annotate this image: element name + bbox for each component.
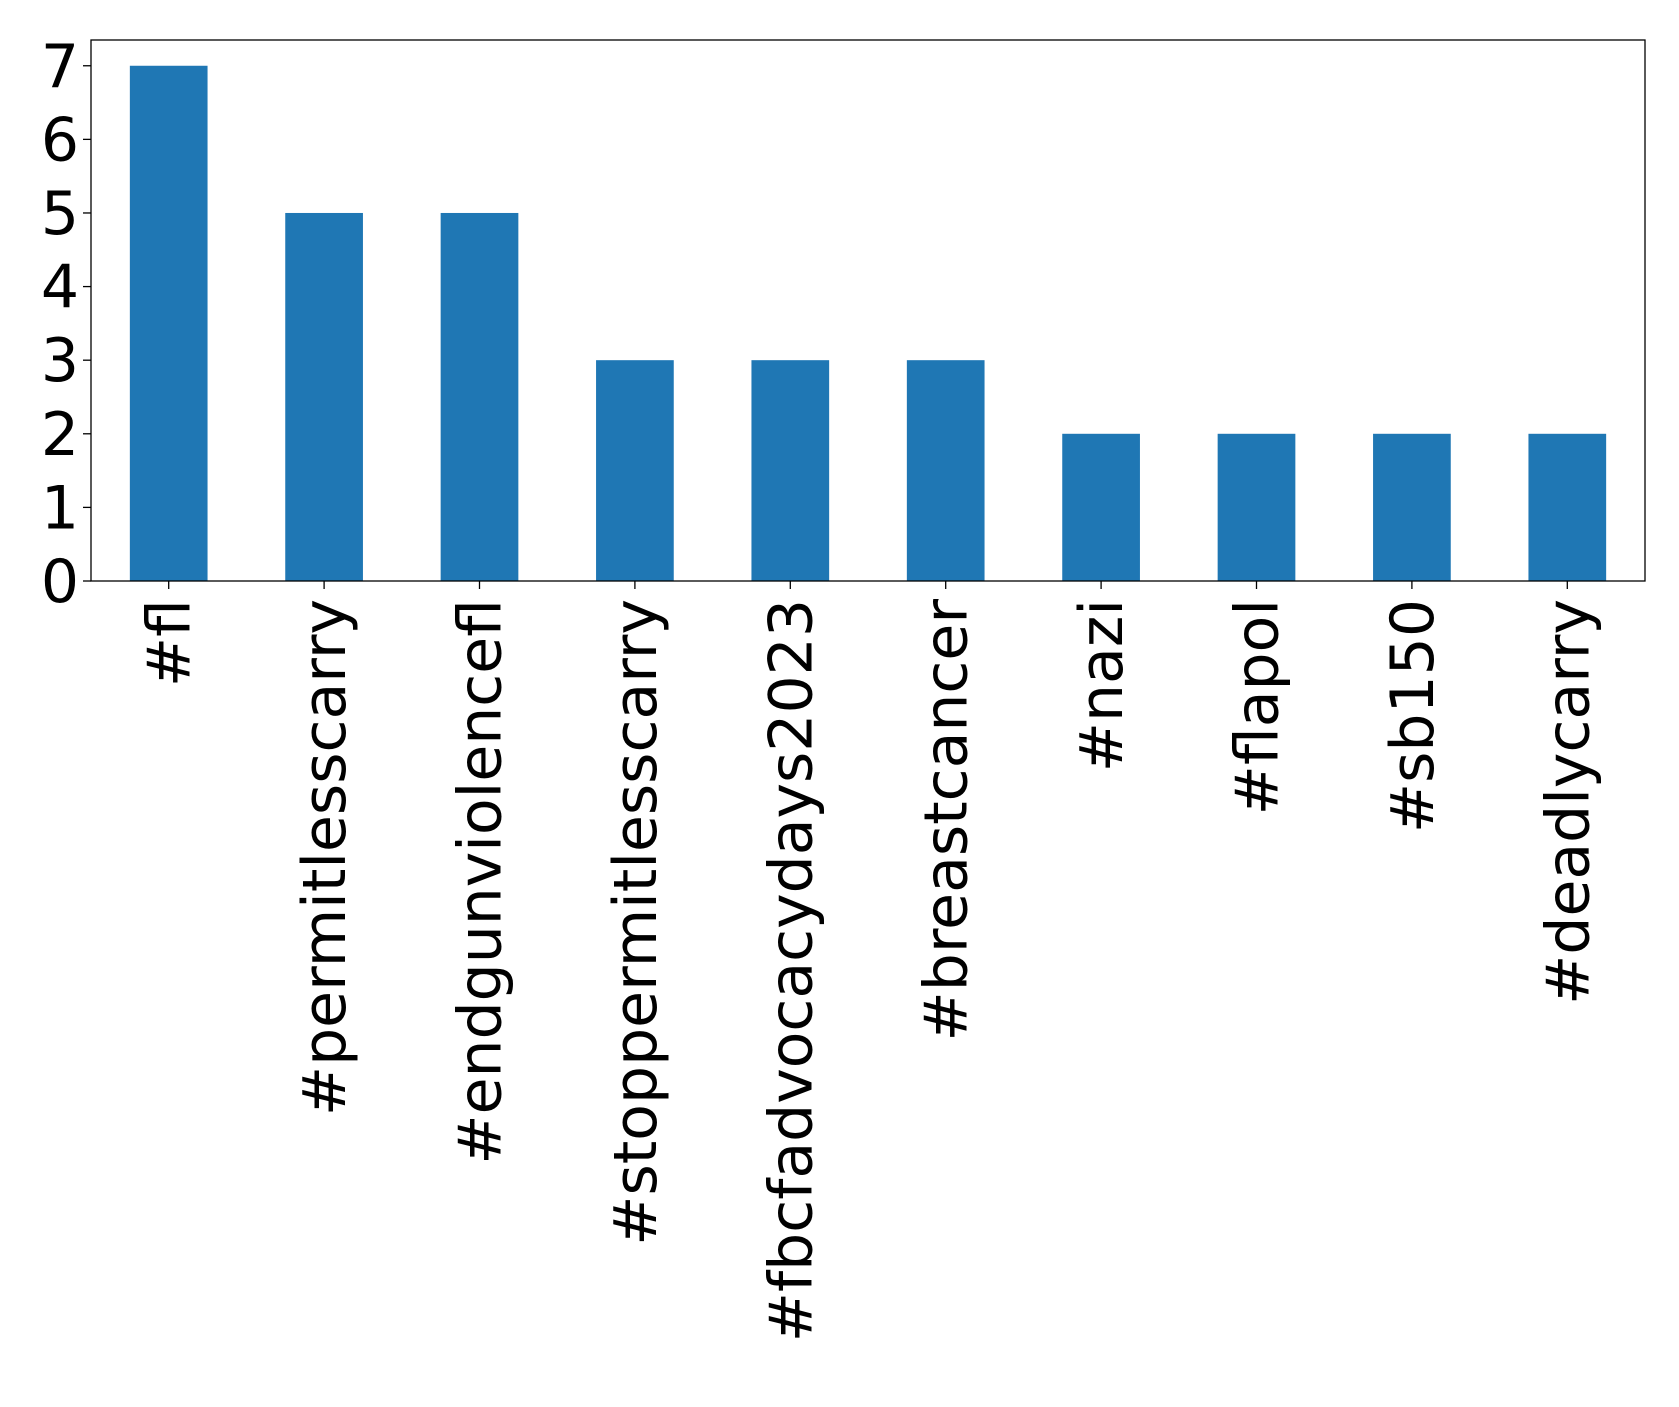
bar-stoppermitlesscarry [596, 360, 674, 581]
x-tick-label: #permitlesscarry [290, 599, 360, 1116]
bars-layer [129, 65, 1607, 581]
x-tick-label: #endgunviolencefl [446, 599, 516, 1165]
y-tick-label: 3 [41, 326, 79, 396]
bar-fl [129, 65, 208, 581]
x-tick-label: #deadlycarry [1533, 599, 1603, 1005]
x-tick-label: #flapol [1223, 599, 1293, 815]
plot-frame [90, 39, 1646, 582]
bar-endgunviolencefl [440, 212, 519, 581]
x-axis: #fl #permitlesscarry #endgunviolencefl #sto… [135, 581, 1603, 1342]
bar-fbcfadvocacydays2023 [751, 360, 830, 581]
x-tick-label: #sb150 [1378, 599, 1448, 833]
x-tick-label: #stoppermitlesscarry [601, 599, 671, 1246]
x-tick-label: #nazi [1067, 599, 1137, 772]
y-tick-label: 7 [41, 32, 79, 102]
y-tick-label: 4 [41, 253, 79, 323]
y-tick-label: 6 [41, 105, 79, 175]
y-tick-label: 1 [41, 473, 79, 543]
bar-permitlesscarry [285, 212, 363, 581]
y-tick-label: 0 [41, 547, 79, 617]
bar-sb150 [1373, 433, 1451, 581]
bar-breastcancer [906, 360, 985, 581]
bar-nazi [1062, 433, 1140, 581]
bar-deadlycarry [1528, 433, 1607, 581]
bar-flapol [1217, 433, 1296, 581]
y-tick-label: 2 [41, 400, 79, 470]
x-tick-label: #breastcancer [912, 599, 982, 1042]
x-tick-label: #fl [135, 599, 205, 687]
y-tick-label: 5 [41, 179, 79, 249]
x-tick-label: #fbcfadvocacydays2023 [756, 599, 826, 1342]
